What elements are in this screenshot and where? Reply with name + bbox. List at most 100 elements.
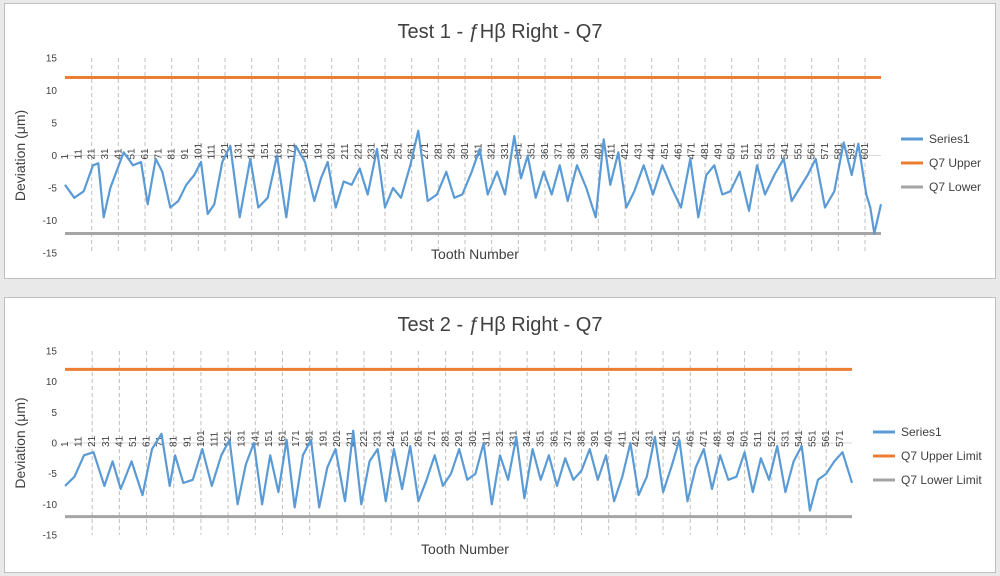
chart2-x-tick-label: 521	[767, 430, 778, 447]
chart1-x-tick-label: 421	[620, 142, 631, 159]
chart2-x-tick-label: 381	[577, 430, 588, 447]
chart1-x-tick-label: 551	[793, 142, 804, 159]
chart2-y-tick-label: 10	[46, 377, 58, 388]
chart2-y-tick-label: -5	[48, 469, 57, 480]
chart2-x-tick-label: 271	[427, 430, 438, 447]
chart2-x-tick-label: 491	[726, 430, 737, 447]
chart1-y-tick-label: 10	[46, 86, 58, 97]
chart2-title: Test 2 - ƒHβ Right - Q7	[398, 314, 603, 336]
chart2-y-axis-label: Deviation (μm)	[12, 397, 28, 488]
chart2-x-tick-label: 1	[60, 441, 71, 447]
chart1-legend-label-2: Q7 Upper	[929, 156, 981, 170]
chart1-x-tick-label: 411	[607, 143, 618, 159]
chart2-x-tick-label: 421	[631, 430, 642, 447]
chart2-y-tick-label: 15	[46, 347, 58, 358]
chart2-x-tick-label: 561	[821, 430, 832, 447]
chart2-x-tick-label: 241	[386, 430, 397, 447]
chart1-x-tick-label: 181	[300, 142, 311, 159]
chart1-x-tick-label: 341	[513, 142, 524, 159]
chart1-y-tick-label: 5	[51, 119, 57, 130]
chart1-x-tick-label: 291	[447, 142, 458, 159]
chart1-x-tick-label: 161	[273, 142, 284, 159]
chart2-x-tick-label: 121	[223, 430, 234, 447]
chart2-x-tick-label: 291	[454, 430, 465, 447]
chart2-x-tick-label: 451	[672, 430, 683, 447]
chart2-x-tick-label: 41	[114, 435, 125, 447]
chart2-y-tick-label: -10	[43, 500, 58, 511]
chart1-x-tick-label: 481	[700, 142, 711, 159]
chart1-x-tick-label: 251	[393, 142, 404, 159]
chart-test1: Test 1 - ƒHβ Right - Q7 15 10 5 0 -5 -10 -15 Dev…	[12, 21, 981, 262]
chart2-y-tick-label: -15	[43, 531, 58, 542]
chart1-x-tick-label: 201	[327, 142, 338, 159]
chart1-x-tick-label: 451	[660, 142, 671, 159]
chart2-x-tick-label: 351	[536, 430, 547, 447]
chart1-x-tick-label: 221	[353, 142, 364, 159]
chart2-x-tick-label: 531	[780, 430, 791, 447]
chart1-x-tick-label: 191	[313, 142, 324, 159]
chart2-x-tick-label: 261	[413, 430, 424, 447]
chart1-x-tick-label: 131	[233, 142, 244, 159]
chart1-x-tick-label: 501	[727, 142, 738, 159]
chart1-x-tick-label: 281	[433, 142, 444, 159]
chart2-x-tick-label: 341	[522, 430, 533, 447]
chart1-x-tick-label: 571	[820, 142, 831, 159]
chart1-x-tick-label: 81	[167, 148, 178, 160]
chart1-x-tick-label: 101	[193, 142, 204, 159]
chart1-x-tick-label: 531	[767, 142, 778, 159]
chart1-x-tick-label: 351	[527, 142, 538, 159]
chart1-y-tick-label: -15	[43, 249, 58, 260]
chart2-x-tick-label: 161	[277, 430, 288, 447]
chart1-x-tick-label: 31	[100, 148, 111, 160]
chart2-x-tick-label: 371	[563, 430, 574, 447]
chart1-x-tick-label: 321	[487, 142, 498, 159]
chart1-x-tick-label: 371	[553, 142, 564, 159]
chart1-legend-label-1: Series1	[929, 132, 970, 146]
chart1-x-tick-label: 121	[220, 142, 231, 159]
chart2-x-tick-label: 91	[182, 435, 193, 447]
chart1-x-tick-label: 561	[807, 142, 818, 159]
chart2-x-tick-label: 471	[699, 430, 710, 447]
chart2-x-tick-label: 141	[250, 430, 261, 447]
chart2-x-tick-label: 11	[74, 436, 85, 447]
chart2-x-tick-label: 391	[590, 430, 601, 447]
chart2-x-tick-label: 211	[345, 431, 356, 447]
chart1-x-tick-label: 521	[753, 142, 764, 159]
chart2-x-tick-label: 541	[794, 430, 805, 447]
chart2-x-tick-label: 251	[400, 430, 411, 447]
chart1-x-tick-label: 171	[287, 142, 298, 159]
chart1-y-tick-label: 15	[46, 54, 58, 65]
chart2-x-tick-label: 131	[237, 430, 248, 447]
chart1-x-tick-label: 231	[367, 142, 378, 159]
chart1-x-tick-label: 1	[60, 154, 71, 160]
chart2-x-tick-label: 61	[142, 435, 153, 447]
chart2-x-tick-label: 331	[509, 430, 520, 447]
chart2-x-tick-label: 81	[169, 435, 180, 447]
chart1-x-tick-label: 601	[860, 142, 871, 159]
chart1-x-tick-label: 271	[420, 142, 431, 159]
chart2-x-tick-label: 461	[685, 430, 696, 447]
chart1-x-tick-label: 471	[687, 142, 698, 159]
chart1-x-tick-label: 511	[740, 143, 751, 159]
chart1-y-tick-label: -10	[43, 216, 58, 227]
chart2-x-tick-label: 301	[468, 430, 479, 447]
chart1-x-tick-label: 151	[260, 142, 271, 159]
chart-test2: Test 2 - ƒHβ Right - Q7 15 10 5 0 -5 -10 -15 Dev…	[12, 314, 982, 557]
chart2-x-tick-label: 191	[318, 430, 329, 447]
chart2-x-axis-label: Tooth Number	[421, 541, 509, 557]
chart1-x-tick-label: 261	[407, 142, 418, 159]
chart2-y-tick-label: 5	[51, 408, 57, 419]
chart1-x-tick-label: 241	[380, 142, 391, 159]
chart2-x-tick-label: 71	[155, 435, 166, 447]
chart2-x-tick-label: 281	[441, 430, 452, 447]
chart2-x-tick-label: 201	[332, 430, 343, 447]
chart1-x-tick-label: 401	[593, 142, 604, 159]
chart1-x-tick-label: 21	[87, 148, 98, 160]
chart-panel-test2: Test 2 - ƒHβ Right - Q7 15 10 5 0 -5 -10 -15 Dev…	[4, 297, 996, 573]
chart2-x-tick-label: 571	[835, 430, 846, 447]
chart1-series1-line	[64, 129, 883, 235]
chart1-x-tick-label: 541	[780, 142, 791, 159]
chart2-legend-label-3: Q7 Lower Limit	[901, 473, 982, 487]
chart1-x-tick-label: 141	[247, 142, 258, 159]
chart2-x-tick-label: 501	[740, 430, 751, 447]
